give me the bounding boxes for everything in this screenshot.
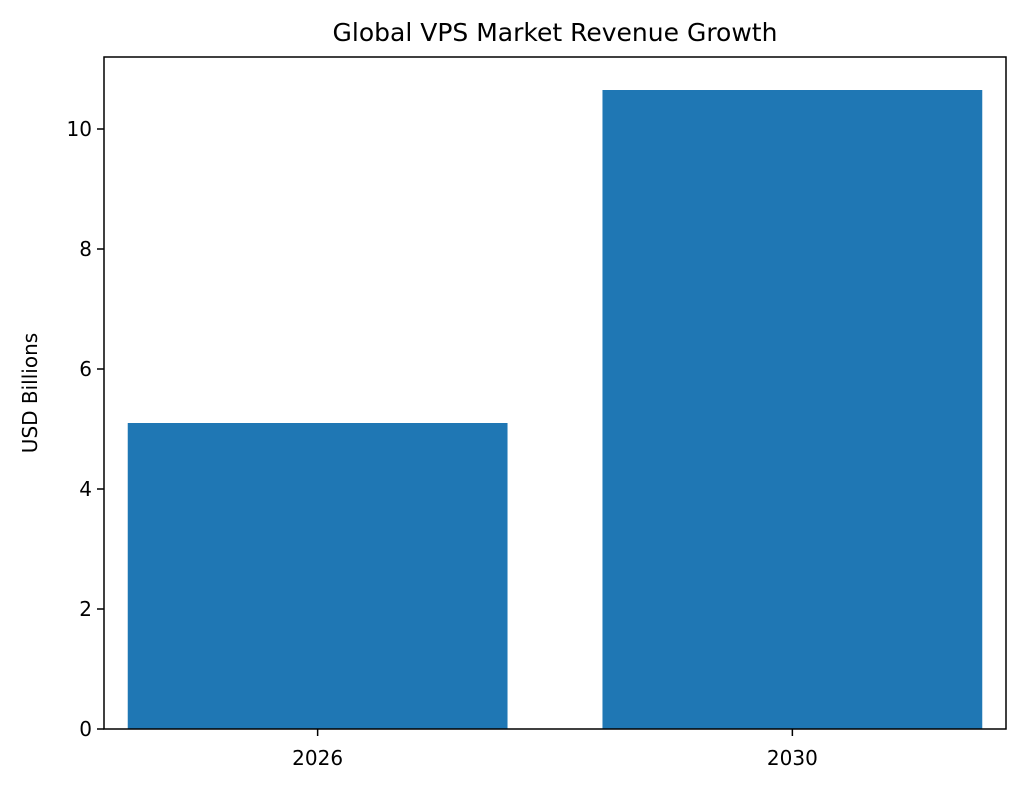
chart-title: Global VPS Market Revenue Growth xyxy=(333,18,778,47)
bar-2026 xyxy=(127,423,508,729)
y-tick-label: 4 xyxy=(79,477,92,501)
y-tick-label: 6 xyxy=(79,357,92,381)
bars-layer xyxy=(127,90,983,729)
y-tick-label: 2 xyxy=(79,597,92,621)
y-tick-label: 0 xyxy=(79,717,92,741)
x-axis-ticks: 2026 2030 xyxy=(292,729,818,770)
y-axis-label: USD Billions xyxy=(18,333,42,453)
bar-2030 xyxy=(602,90,983,729)
y-tick-label: 10 xyxy=(67,117,92,141)
plot-area-frame xyxy=(103,56,1007,730)
y-tick-label: 8 xyxy=(79,237,92,261)
y-axis-ticks: 0 2 4 6 8 10 xyxy=(67,117,104,741)
x-tick-label-2030: 2030 xyxy=(767,746,818,770)
x-tick-label-2026: 2026 xyxy=(292,746,343,770)
